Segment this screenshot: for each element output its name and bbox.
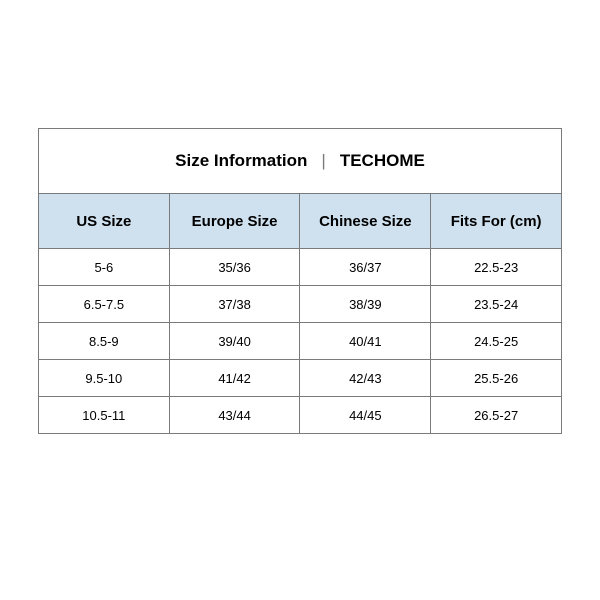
- cell: 23.5-24: [431, 286, 562, 323]
- size-table: Size Information | TECHOME US Size Europ…: [38, 128, 562, 434]
- cell: 44/45: [300, 397, 431, 434]
- table-row: 9.5-10 41/42 42/43 25.5-26: [39, 360, 562, 397]
- cell: 39/40: [169, 323, 300, 360]
- page-container: Size Information | TECHOME US Size Europ…: [0, 0, 600, 600]
- col-header-chinese: Chinese Size: [300, 194, 431, 249]
- cell: 42/43: [300, 360, 431, 397]
- cell: 37/38: [169, 286, 300, 323]
- cell: 43/44: [169, 397, 300, 434]
- col-header-fits: Fits For (cm): [431, 194, 562, 249]
- title-inner: Size Information | TECHOME: [175, 151, 425, 171]
- cell: 26.5-27: [431, 397, 562, 434]
- header-row: US Size Europe Size Chinese Size Fits Fo…: [39, 194, 562, 249]
- table-row: 5-6 35/36 36/37 22.5-23: [39, 249, 562, 286]
- table-row: 10.5-11 43/44 44/45 26.5-27: [39, 397, 562, 434]
- col-header-europe: Europe Size: [169, 194, 300, 249]
- cell: 25.5-26: [431, 360, 562, 397]
- title-left: Size Information: [175, 151, 307, 171]
- cell: 8.5-9: [39, 323, 170, 360]
- cell: 24.5-25: [431, 323, 562, 360]
- cell: 35/36: [169, 249, 300, 286]
- cell: 9.5-10: [39, 360, 170, 397]
- cell: 5-6: [39, 249, 170, 286]
- cell: 10.5-11: [39, 397, 170, 434]
- table-row: 8.5-9 39/40 40/41 24.5-25: [39, 323, 562, 360]
- title-right: TECHOME: [340, 151, 425, 171]
- cell: 38/39: [300, 286, 431, 323]
- title-cell: Size Information | TECHOME: [39, 129, 562, 194]
- cell: 22.5-23: [431, 249, 562, 286]
- cell: 6.5-7.5: [39, 286, 170, 323]
- col-header-us: US Size: [39, 194, 170, 249]
- title-separator: |: [321, 151, 325, 171]
- cell: 41/42: [169, 360, 300, 397]
- cell: 36/37: [300, 249, 431, 286]
- table-row: 6.5-7.5 37/38 38/39 23.5-24: [39, 286, 562, 323]
- cell: 40/41: [300, 323, 431, 360]
- title-row: Size Information | TECHOME: [39, 129, 562, 194]
